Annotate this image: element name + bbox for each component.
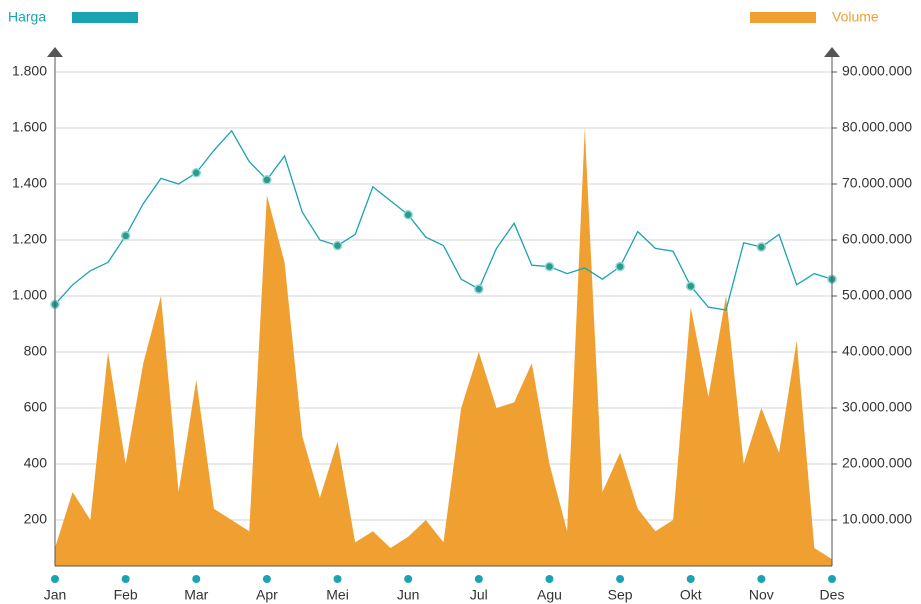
month-dot bbox=[333, 575, 342, 583]
month-dot bbox=[262, 575, 271, 583]
y2-axis-arrow bbox=[824, 47, 840, 57]
month-dot bbox=[192, 575, 201, 583]
month-dot bbox=[616, 575, 625, 583]
legend-swatch bbox=[750, 12, 816, 23]
y-tick-label: 400 bbox=[24, 455, 48, 471]
x-tick-label: Jul bbox=[470, 587, 488, 603]
x-tick-label: Okt bbox=[680, 587, 702, 603]
price-line bbox=[54, 129, 833, 311]
price-point bbox=[262, 175, 272, 185]
month-dot bbox=[828, 575, 836, 583]
x-tick-label: Sep bbox=[608, 587, 633, 603]
volume-area bbox=[55, 128, 832, 566]
month-dot bbox=[121, 575, 130, 583]
x-tick-label: Des bbox=[820, 587, 845, 603]
price-point bbox=[403, 210, 413, 220]
y-tick-label: 1.800 bbox=[12, 63, 47, 79]
month-dot bbox=[545, 575, 554, 583]
month-dot bbox=[51, 575, 59, 583]
x-tick-label: Nov bbox=[749, 587, 774, 603]
month-dot bbox=[686, 575, 695, 583]
price-point bbox=[120, 231, 131, 241]
month-dot bbox=[404, 575, 413, 583]
y-tick-label: 1.200 bbox=[12, 231, 47, 247]
y2-tick-label: 30.000.000 bbox=[842, 399, 912, 415]
y-tick-label: 600 bbox=[24, 399, 48, 415]
price-point bbox=[615, 261, 625, 272]
y-tick-label: 800 bbox=[24, 343, 48, 359]
x-tick-label: Jun bbox=[397, 587, 420, 603]
price-point bbox=[474, 284, 484, 294]
legend-label: Volume bbox=[832, 9, 879, 25]
x-tick-label: Apr bbox=[256, 587, 278, 603]
price-point bbox=[191, 168, 202, 178]
price-point bbox=[756, 242, 767, 252]
price-point bbox=[332, 240, 343, 251]
y2-tick-label: 60.000.000 bbox=[842, 231, 912, 247]
x-tick-label: Feb bbox=[114, 587, 138, 603]
y2-tick-label: 10.000.000 bbox=[842, 511, 912, 527]
y2-tick-label: 90.000.000 bbox=[842, 63, 912, 79]
y2-tick-label: 50.000.000 bbox=[842, 287, 912, 303]
x-tick-label: Mei bbox=[326, 587, 349, 603]
price-point bbox=[685, 281, 696, 291]
y-tick-label: 200 bbox=[24, 511, 48, 527]
y2-tick-label: 20.000.000 bbox=[842, 455, 912, 471]
x-tick-label: Mar bbox=[184, 587, 208, 603]
y2-tick-label: 70.000.000 bbox=[842, 175, 912, 191]
y-tick-label: 1.400 bbox=[12, 175, 47, 191]
y-tick-label: 1.000 bbox=[12, 287, 47, 303]
y2-tick-label: 80.000.000 bbox=[842, 119, 912, 135]
x-tick-label: Agu bbox=[537, 587, 562, 603]
y-tick-label: 1.600 bbox=[12, 119, 47, 135]
month-dot bbox=[474, 575, 483, 583]
price-point bbox=[544, 261, 555, 272]
legend-swatch bbox=[72, 12, 138, 23]
x-tick-label: Jan bbox=[44, 587, 67, 603]
y2-tick-label: 40.000.000 bbox=[842, 343, 912, 359]
y-axis-arrow bbox=[47, 47, 63, 57]
month-dot bbox=[757, 575, 766, 583]
legend-label: Harga bbox=[8, 9, 46, 25]
